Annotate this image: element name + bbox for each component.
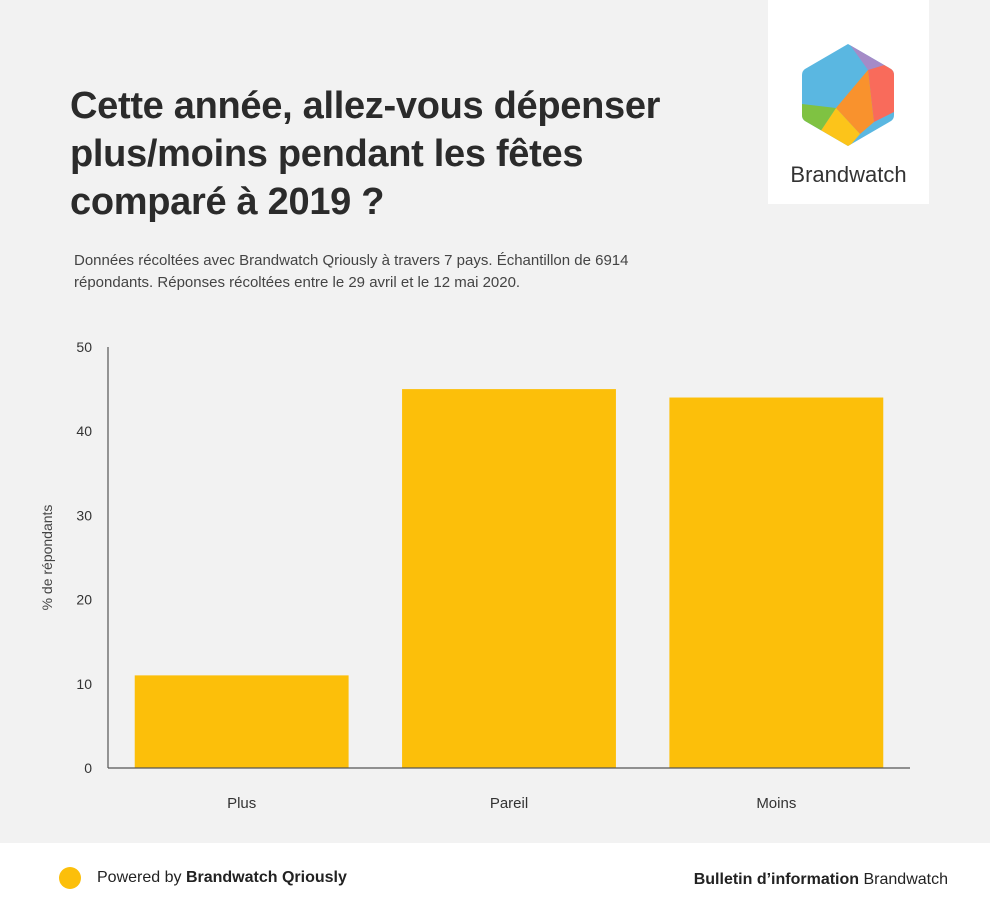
y-tick-label: 40 [76, 423, 92, 439]
powered-by: Powered by Brandwatch Qriously [97, 869, 347, 887]
powered-brand[interactable]: Brandwatch Qriously [185, 869, 347, 886]
bar-chart: 0 10 20 30 40 50 % de répondants Plus Pareil Moin… [39, 339, 910, 812]
y-tick-label: 30 [76, 507, 92, 523]
y-tick-label: 10 [76, 676, 92, 692]
newsletter-link[interactable]: Bulletin d’information Brandwatch [694, 871, 948, 889]
brandwatch-logo[interactable]: Brandwatch [768, 0, 929, 204]
chart-title: Cette année, allez-vous dépenser plus/mo… [70, 85, 661, 223]
bulletin-label: Bulletin d’information [693, 871, 860, 888]
y-axis-title: % de répondants [39, 505, 55, 611]
x-tick-label: Plus [227, 795, 256, 812]
bar-pareil [402, 389, 616, 768]
powered-prefix: Powered by [97, 869, 182, 886]
y-tick-label: 0 [84, 760, 92, 776]
y-tick-label: 50 [76, 339, 92, 355]
chart-subtitle: Données récoltées avec Brandwatch Qrious… [74, 252, 629, 291]
x-tick-label: Pareil [490, 795, 528, 812]
x-tick-label: Moins [756, 795, 796, 812]
footer: Powered by Brandwatch Qriously Bulletin … [0, 843, 990, 915]
bar-moins [669, 397, 884, 768]
hexagon-logo-icon [802, 44, 894, 146]
logo-wordmark: Brandwatch [790, 162, 907, 187]
qriously-dot-icon [59, 867, 81, 889]
y-tick-label: 20 [76, 592, 92, 608]
bulletin-brand: Brandwatch [863, 871, 949, 888]
bar-plus [134, 675, 349, 768]
